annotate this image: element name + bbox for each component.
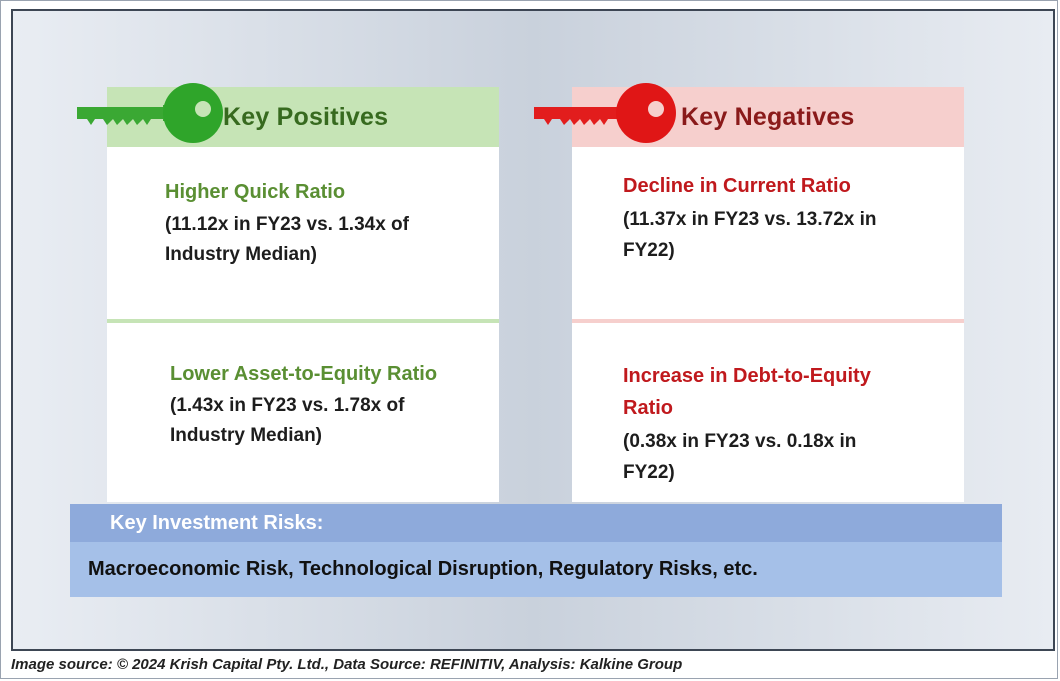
positive-item-2-detail-line2: Industry Median) [170,425,323,446]
positives-divider [107,319,499,323]
positives-title: Key Positives [223,102,389,131]
red-key-icon [534,83,676,143]
risks-title: Key Investment Risks: [110,511,324,534]
green-key-icon [77,83,223,143]
risks-header: Key Investment Risks: [70,504,1002,542]
summary-panel: Key Positives Higher Quick Ratio (11.12x… [11,9,1055,651]
positives-card [107,87,499,502]
negatives-card [572,87,964,502]
negative-item-1-detail-line2: FY22) [623,240,675,261]
negative-item-1-title: Decline in Current Ratio [623,175,851,197]
negatives-divider [572,319,964,323]
positive-item-2-detail-line1: (1.43x in FY23 vs. 1.78x of [170,395,405,416]
positive-item-1-detail-line2: Industry Median) [165,244,318,265]
risks-text: Macroeconomic Risk, Technological Disrup… [88,558,758,580]
positive-item-2-title: Lower Asset-to-Equity Ratio [170,363,438,385]
risks-body: Macroeconomic Risk, Technological Disrup… [70,542,1002,597]
negative-item-1-detail-line1: (11.37x in FY23 vs. 13.72x in [623,209,877,230]
negative-item-2-detail-line2: FY22) [623,462,675,483]
negatives-title: Key Negatives [681,102,855,131]
negative-item-2-title-line1: Increase in Debt-to-Equity [623,365,871,387]
positive-item-1-detail-line1: (11.12x in FY23 vs. 1.34x of [165,214,409,235]
negative-item-2-detail-line1: (0.38x in FY23 vs. 0.18x in [623,431,857,452]
positive-item-1-title: Higher Quick Ratio [165,181,346,203]
negative-item-2-title-line2: Ratio [623,397,673,419]
image-source-caption: Image source: © 2024 Krish Capital Pty. … [11,656,683,673]
